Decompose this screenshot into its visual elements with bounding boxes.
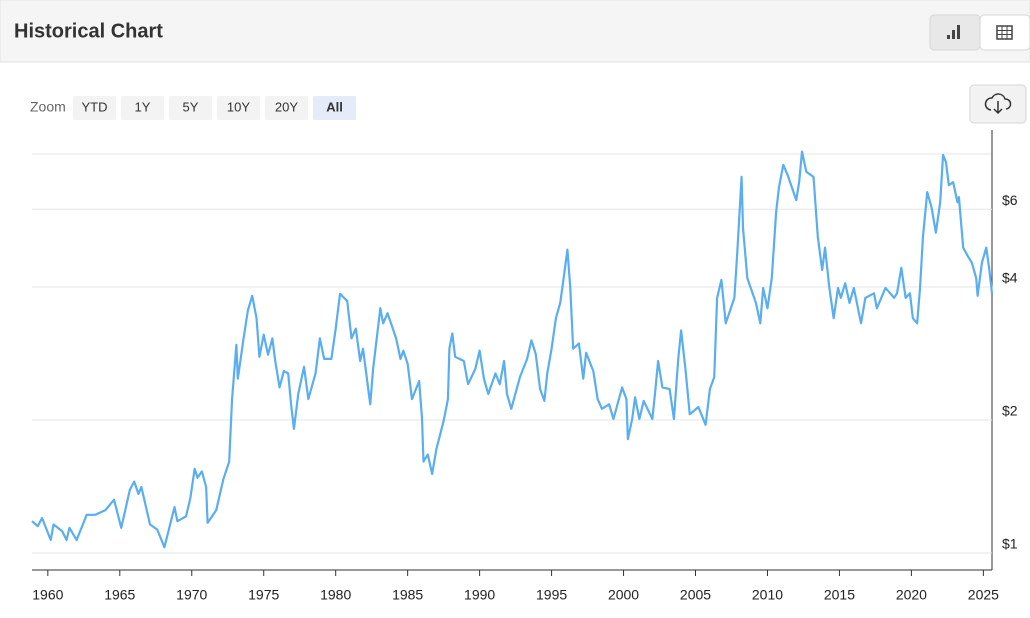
button-label: 10Y (227, 99, 250, 114)
icon (952, 30, 955, 39)
y-tick-label: $1 (1002, 536, 1018, 552)
x-tick-label: 1985 (392, 587, 423, 603)
icon (947, 35, 950, 39)
price-line (31, 150, 994, 549)
x-tick-label: 1990 (464, 587, 495, 603)
y-tick-label: $4 (1002, 270, 1018, 286)
icon (957, 25, 960, 39)
zoom-button[interactable]: 5Y (169, 96, 212, 120)
x-tick-label: 2010 (752, 587, 783, 603)
table-view-button[interactable] (979, 14, 1030, 51)
y-tick-label: $6 (1002, 192, 1018, 208)
x-tick-label: 2020 (896, 587, 927, 603)
zoom-button[interactable]: 20Y (265, 96, 308, 120)
button-bg (73, 96, 116, 120)
header-bar (0, 0, 1030, 63)
button-bg (121, 96, 164, 120)
button-label: All (326, 99, 343, 114)
zoom-button[interactable]: 1Y (121, 96, 164, 120)
button-bg (313, 96, 356, 120)
icon (984, 93, 1012, 115)
button-bg (979, 14, 1030, 51)
zoom-button[interactable]: 10Y (217, 96, 260, 120)
button-label: 1Y (135, 99, 151, 114)
chart-view-button[interactable] (929, 14, 981, 51)
button-bg (169, 96, 212, 120)
button-label: YTD (82, 99, 108, 114)
x-tick-label: 1970 (176, 587, 207, 603)
button-bg (265, 96, 308, 120)
button-label: 5Y (183, 99, 199, 114)
x-tick-label: 1960 (32, 587, 63, 603)
zoom-button[interactable]: All (313, 96, 356, 120)
zoom-label: Zoom (30, 99, 66, 115)
download-button[interactable] (969, 84, 1027, 124)
zoom-button[interactable]: YTD (73, 96, 116, 120)
x-tick-label: 2000 (608, 587, 639, 603)
x-tick-label: 1975 (248, 587, 279, 603)
button-bg (217, 96, 260, 120)
icon (996, 25, 1013, 40)
y-tick-label: $2 (1002, 403, 1018, 419)
x-tick-label: 2015 (824, 587, 855, 603)
header-title: Historical Chart (14, 20, 163, 42)
x-tick-label: 1980 (320, 587, 351, 603)
x-tick-label: 1995 (536, 587, 567, 603)
button-label: 20Y (275, 99, 298, 114)
x-tick-label: 2005 (680, 587, 711, 603)
x-tick-label: 1965 (104, 587, 135, 603)
x-tick-label: 2025 (968, 587, 999, 603)
